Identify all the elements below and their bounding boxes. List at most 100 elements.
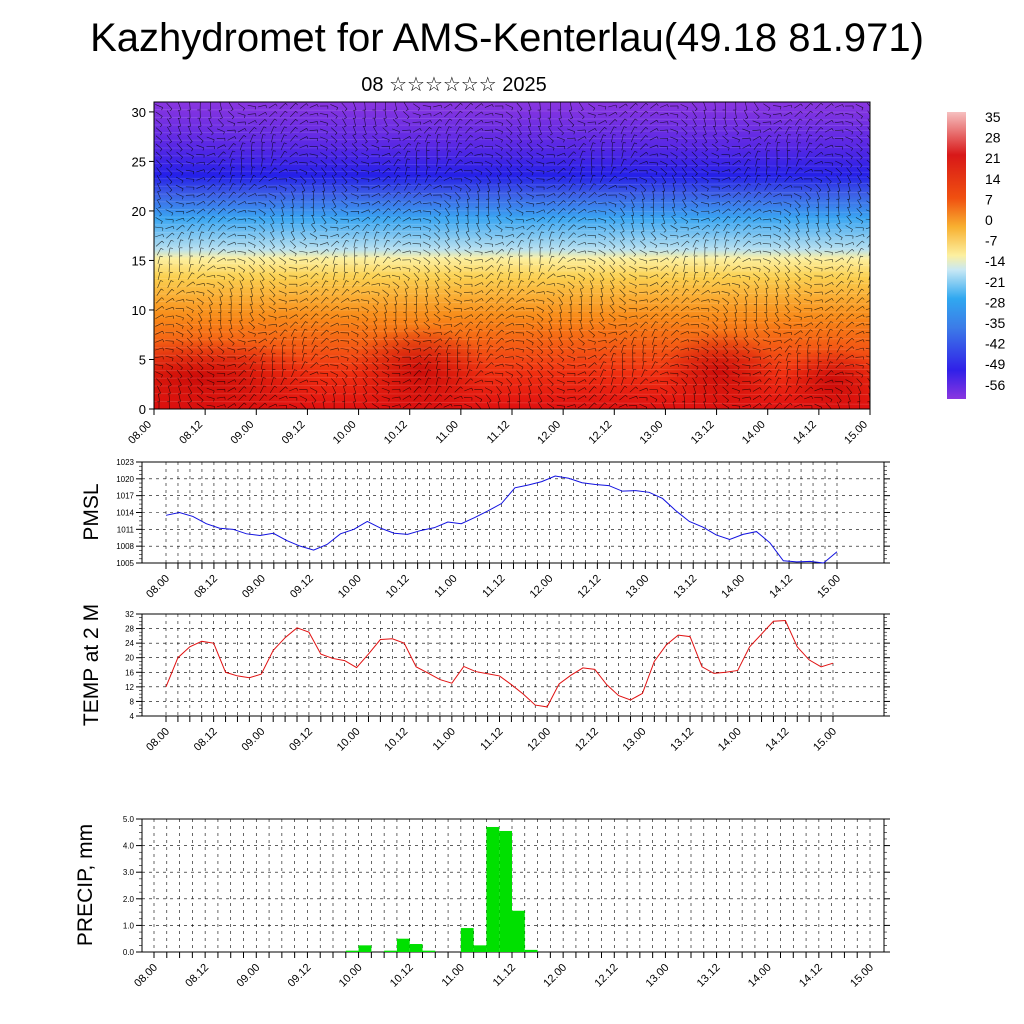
x-tick-label: 15.00 — [842, 419, 870, 447]
pmsl-x-tick-label: 11.12 — [480, 573, 507, 600]
precip-bar — [486, 826, 500, 952]
pmsl-x-tick-label: 08.00 — [144, 573, 172, 601]
pmsl-x-tick-label: 12.00 — [528, 573, 556, 601]
precip-bar — [384, 950, 397, 952]
chart-subtitle: 08 ☆☆☆☆☆☆ 2025 — [361, 74, 547, 96]
temp-x-tick-label: 12.12 — [573, 726, 601, 754]
x-tick-label: 14.12 — [791, 419, 819, 447]
colorbar-label: 7 — [985, 191, 993, 207]
temp-x-tick-label: 12.00 — [525, 726, 553, 754]
pmsl-y-tick-label: 1008 — [116, 542, 134, 551]
precip-x-tick-label: 10.00 — [337, 962, 365, 990]
x-tick-label: 08.12 — [177, 419, 205, 447]
pmsl-y-tick-label: 1011 — [117, 525, 135, 534]
y-tick-label: 30 — [132, 105, 146, 120]
x-tick-label: 13.12 — [689, 419, 717, 447]
temp-x-tick-label: 14.00 — [716, 726, 744, 754]
temp-frame — [141, 613, 885, 717]
temp-x-tick-label: 15.00 — [811, 726, 839, 754]
temp-y-tick-label: 32 — [125, 610, 134, 619]
colorbar-label: -49 — [985, 356, 1005, 372]
colorbar-label: -14 — [985, 253, 1005, 269]
chart-title: Kazhydromet for AMS-Kenterlau(49.18 81.9… — [90, 16, 924, 60]
precip-y-tick-label: 1.0 — [123, 921, 135, 930]
pmsl-x-tick-label: 15.00 — [815, 573, 843, 601]
precip-x-tick-label: 09.12 — [286, 962, 314, 990]
heatmap-warm-core — [350, 326, 490, 409]
temp-x-tick-label: 14.12 — [764, 726, 792, 754]
precip-x-tick-label: 09.00 — [234, 962, 262, 990]
colorbar-label: 0 — [985, 212, 993, 228]
precip-x-tick-label: 11.00 — [440, 962, 467, 989]
pmsl-line — [165, 475, 838, 564]
precip-bar — [524, 949, 538, 952]
pmsl-x-tick-label: 10.12 — [384, 573, 412, 601]
colorbar-label: 14 — [985, 171, 1001, 187]
pmsl-x-tick-label: 08.12 — [192, 573, 220, 601]
precip-x-tick-label: 13.12 — [695, 962, 723, 990]
precip-x-tick-label: 14.00 — [746, 962, 774, 990]
precip-bar — [499, 830, 512, 952]
pmsl-y-tick-label: 1005 — [116, 559, 134, 568]
precip-x-tick-label: 12.12 — [592, 962, 620, 990]
temp-x-tick-label: 08.00 — [144, 726, 172, 754]
precip-x-tick-label: 08.00 — [132, 962, 160, 990]
precip-x-tick-label: 15.00 — [848, 962, 876, 990]
pmsl-y-tick-label: 1014 — [116, 509, 134, 518]
y-tick-label: 10 — [132, 303, 146, 318]
y-tick-label: 25 — [132, 154, 146, 169]
temp-y-tick-label: 16 — [125, 668, 134, 677]
precip-bar — [409, 944, 423, 952]
pmsl-x-tick-label: 10.00 — [336, 573, 364, 601]
temp-line — [165, 620, 834, 708]
pmsl-x-tick-label: 13.12 — [671, 573, 699, 601]
pmsl-x-tick-label: 12.12 — [576, 573, 604, 601]
precip-y-tick-label: 0.0 — [123, 948, 135, 957]
pmsl-x-tick-label: 14.12 — [767, 573, 795, 601]
colorbar-label: -21 — [985, 274, 1005, 290]
x-tick-label: 09.12 — [280, 419, 308, 447]
temp-x-tick-label: 10.00 — [335, 726, 363, 754]
pmsl-x-tick-label: 13.00 — [623, 573, 651, 601]
pmsl-x-tick-label: 11.00 — [432, 573, 459, 600]
temp-x-tick-label: 11.12 — [478, 726, 505, 753]
temp-y-tick-label: 28 — [125, 625, 134, 634]
temp-y-tick-label: 4 — [130, 712, 135, 721]
x-tick-label: 08.00 — [126, 419, 154, 447]
heatmap-warm-core — [154, 338, 320, 409]
x-tick-label: 13.00 — [638, 419, 666, 447]
precip-x-tick-label: 13.00 — [644, 962, 672, 990]
temp-x-tick-label: 10.12 — [382, 726, 410, 754]
x-tick-label: 12.00 — [535, 419, 563, 447]
x-tick-label: 09.00 — [228, 419, 256, 447]
temp-y-tick-label: 12 — [125, 683, 134, 692]
pmsl-ylabel: PMSL — [80, 483, 103, 540]
precip-y-tick-label: 5.0 — [123, 815, 135, 824]
precip-ylabel: PRECIP, mm — [74, 824, 97, 946]
pmsl-x-tick-label: 14.00 — [719, 573, 747, 601]
x-tick-label: 11.00 — [434, 419, 461, 446]
temp-x-tick-label: 13.12 — [668, 726, 696, 754]
precip-bar — [422, 950, 436, 952]
colorbar — [947, 112, 966, 399]
precip-x-tick-label: 10.12 — [388, 962, 416, 990]
pmsl-x-tick-label: 09.00 — [240, 573, 268, 601]
temp-y-tick-label: 24 — [125, 639, 134, 648]
temp-x-tick-label: 13.00 — [621, 726, 649, 754]
precip-y-tick-label: 3.0 — [123, 868, 135, 877]
precip-bar — [345, 950, 359, 952]
precip-x-tick-label: 14.12 — [797, 962, 825, 990]
x-tick-label: 12.12 — [586, 419, 614, 447]
colorbar-label: -42 — [985, 336, 1005, 352]
colorbar-label: 28 — [985, 130, 1001, 146]
x-tick-label: 10.00 — [331, 419, 359, 447]
colorbar-label: 21 — [985, 150, 1001, 166]
temp-y-tick-label: 8 — [130, 697, 135, 706]
y-tick-label: 15 — [132, 253, 146, 268]
y-tick-label: 20 — [132, 204, 146, 219]
y-tick-label: 0 — [139, 402, 146, 417]
precip-bar — [473, 945, 487, 952]
pmsl-y-tick-label: 1023 — [116, 458, 134, 467]
precip-bar — [460, 928, 474, 952]
temp-x-tick-label: 08.12 — [192, 726, 220, 754]
